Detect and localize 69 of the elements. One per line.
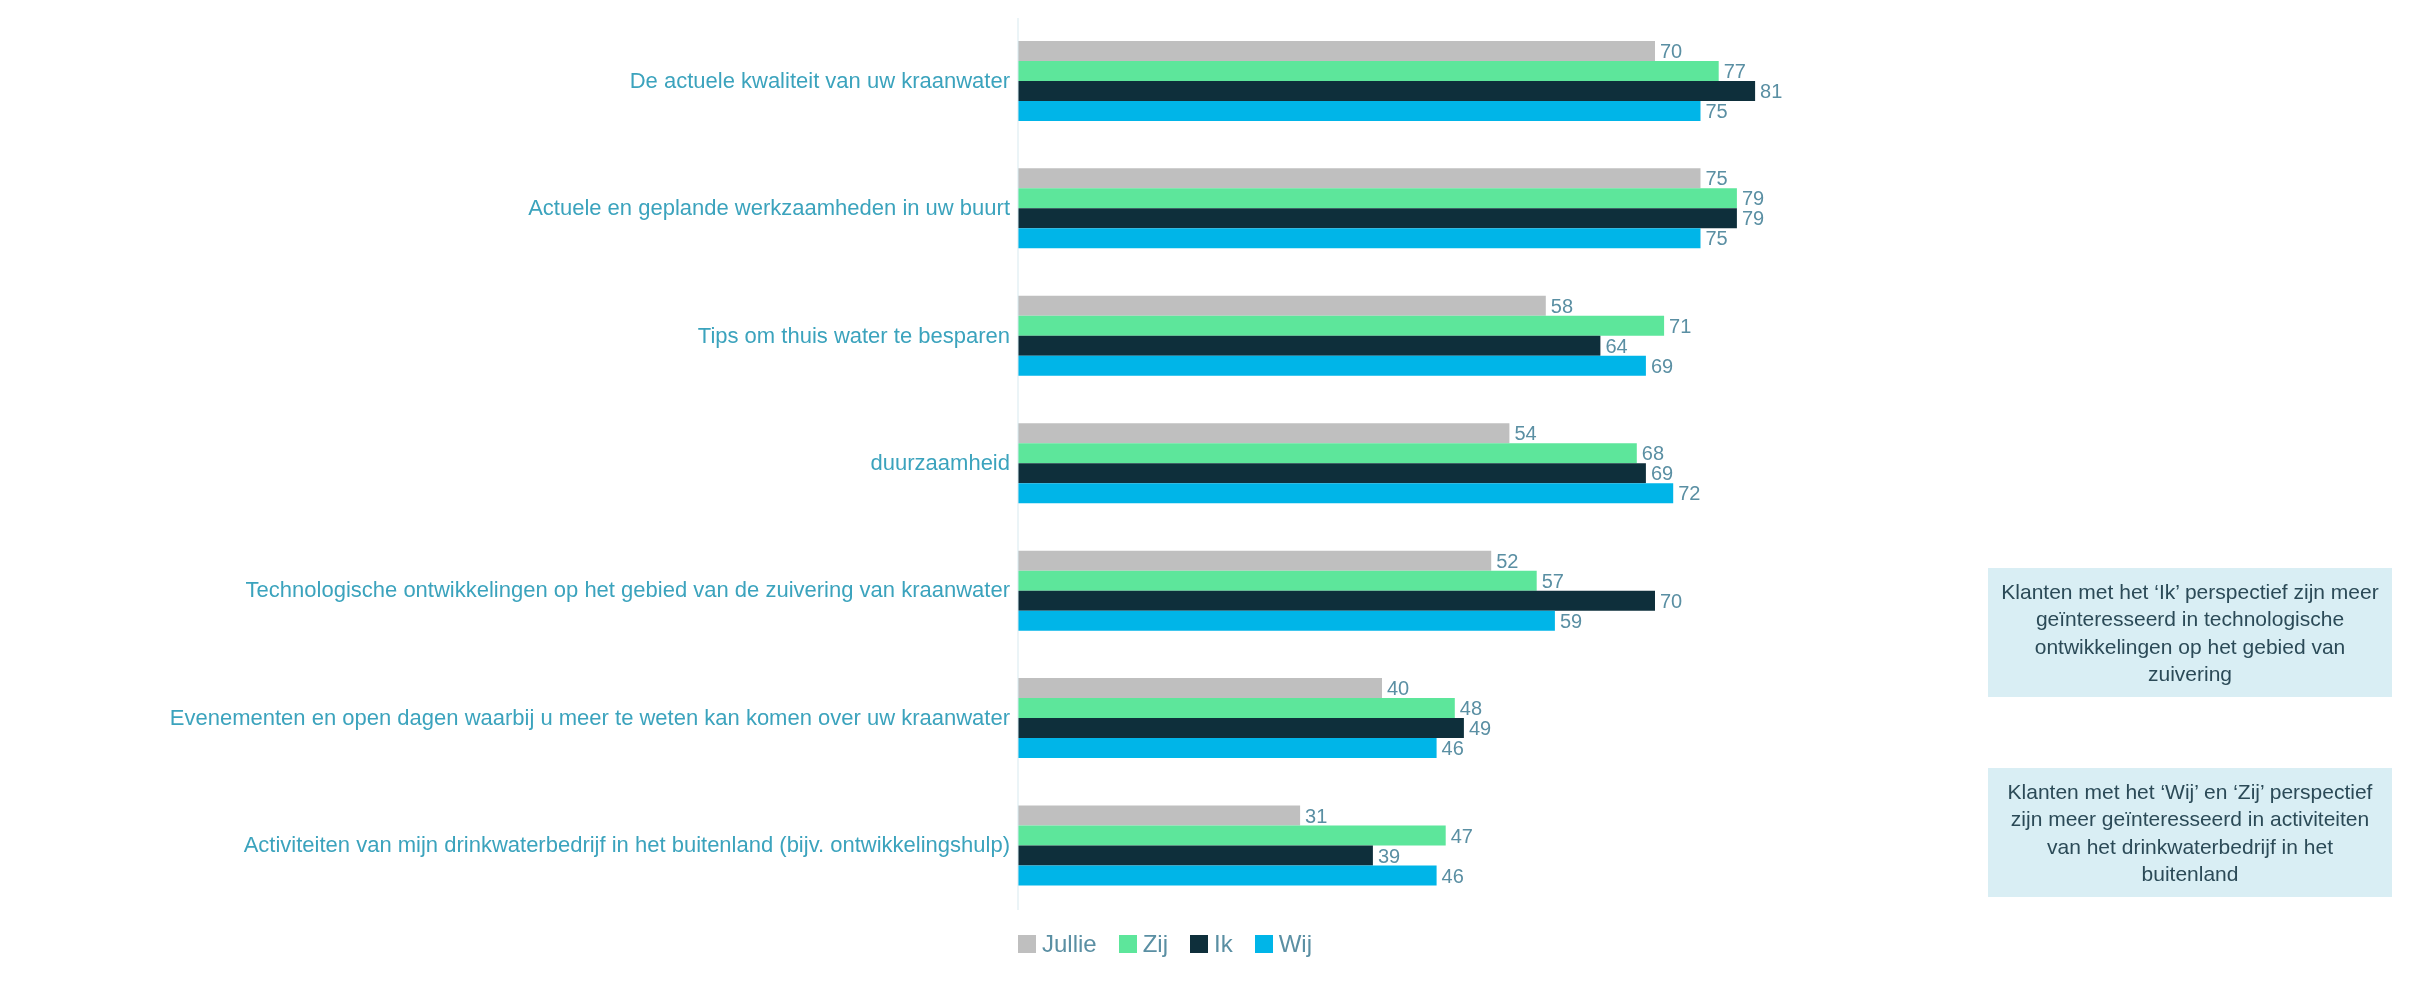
bar (1018, 865, 1437, 886)
bar (1018, 550, 1492, 571)
legend-label: Zij (1141, 930, 1169, 958)
data-label: 75 (1705, 227, 1728, 250)
data-label: 31 (1305, 804, 1328, 827)
data-label: 70 (1660, 589, 1683, 612)
data-label: 54 (1514, 422, 1537, 445)
data-label: 52 (1496, 549, 1519, 572)
data-label: 58 (1550, 294, 1574, 317)
bar (1018, 100, 1701, 121)
bar (1018, 443, 1637, 464)
bar (1018, 678, 1382, 699)
bar (1018, 228, 1701, 249)
data-label: 79 (1741, 187, 1765, 210)
legend-label: Ik (1213, 930, 1233, 958)
data-label: 68 (1641, 442, 1665, 465)
data-label: 57 (1541, 569, 1564, 592)
bar (1018, 40, 1655, 61)
bar (1018, 335, 1601, 356)
bar (1018, 295, 1546, 316)
data-label: 59 (1559, 609, 1583, 632)
bar (1018, 825, 1446, 846)
bar (1018, 315, 1665, 336)
bar (1018, 463, 1646, 484)
bar (1018, 208, 1737, 229)
y-tick-label: Evenementen en open dagen waarbij u meer te weten kan komen over uw kraanwater (169, 704, 1010, 730)
data-label: 77 (1723, 60, 1746, 83)
bar (1018, 188, 1737, 209)
y-tick-label: duurzaamheid (870, 450, 1010, 475)
text: Klanten met het ‘Wij’ en ‘Zij’ perspectief zijn meer geïnteresseerd in activiteiten van het drinkwaterbedrijf in het buitenland (1988, 768, 2392, 898)
bar (1018, 718, 1464, 739)
bar (1018, 845, 1373, 866)
bar (1018, 590, 1655, 611)
y-tick-label: Technologische ontwikkelingen op het gebied van de zuivering van kraanwater (245, 577, 1010, 603)
data-label: 46 (1441, 864, 1464, 887)
data-label: 49 (1468, 717, 1492, 740)
data-label: 71 (1669, 314, 1692, 337)
data-label: 40 (1387, 677, 1410, 700)
y-tick-label: Activiteiten van mijn drinkwaterbedrijf in het buitenland (bijv. ontwikkelingshulp) (243, 832, 1010, 858)
data-label: 46 (1441, 737, 1464, 760)
text: Klanten met het ‘Ik’ perspectief zijn meer geïnteresseerd in technologische ontwikkelingen op het gebied van zuivering (1988, 568, 2392, 698)
bar (1018, 483, 1674, 504)
data-label: 48 (1459, 697, 1483, 720)
data-label: 64 (1605, 334, 1628, 357)
bar (1018, 738, 1437, 759)
y-tick-label: De actuele kwaliteit van uw kraanwater (629, 67, 1010, 93)
bar (1018, 698, 1455, 719)
data-label: 72 (1678, 482, 1701, 505)
y-tick-label: Actuele en geplande werkzaamheden in uw buurt (528, 195, 1010, 221)
data-label: 69 (1650, 462, 1674, 485)
data-label: 75 (1705, 167, 1728, 190)
data-label: 39 (1377, 844, 1401, 867)
data-label: 81 (1760, 80, 1783, 103)
bar (1018, 60, 1719, 81)
bar (1018, 355, 1646, 376)
legend-label: Wij (1277, 930, 1313, 958)
bar (1018, 805, 1301, 826)
data-label: 70 (1660, 40, 1683, 63)
data-label: 69 (1650, 354, 1674, 377)
bar (1018, 610, 1555, 631)
bar (1018, 80, 1756, 101)
legend-label: Jullie (1041, 930, 1097, 958)
bar (1018, 168, 1701, 189)
data-label: 75 (1705, 100, 1728, 123)
y-tick-label: Tips om thuis water te besparen (697, 322, 1010, 348)
bar (1018, 423, 1510, 444)
data-label: 47 (1450, 824, 1473, 847)
bar (1018, 570, 1537, 591)
data-label: 79 (1741, 207, 1765, 230)
